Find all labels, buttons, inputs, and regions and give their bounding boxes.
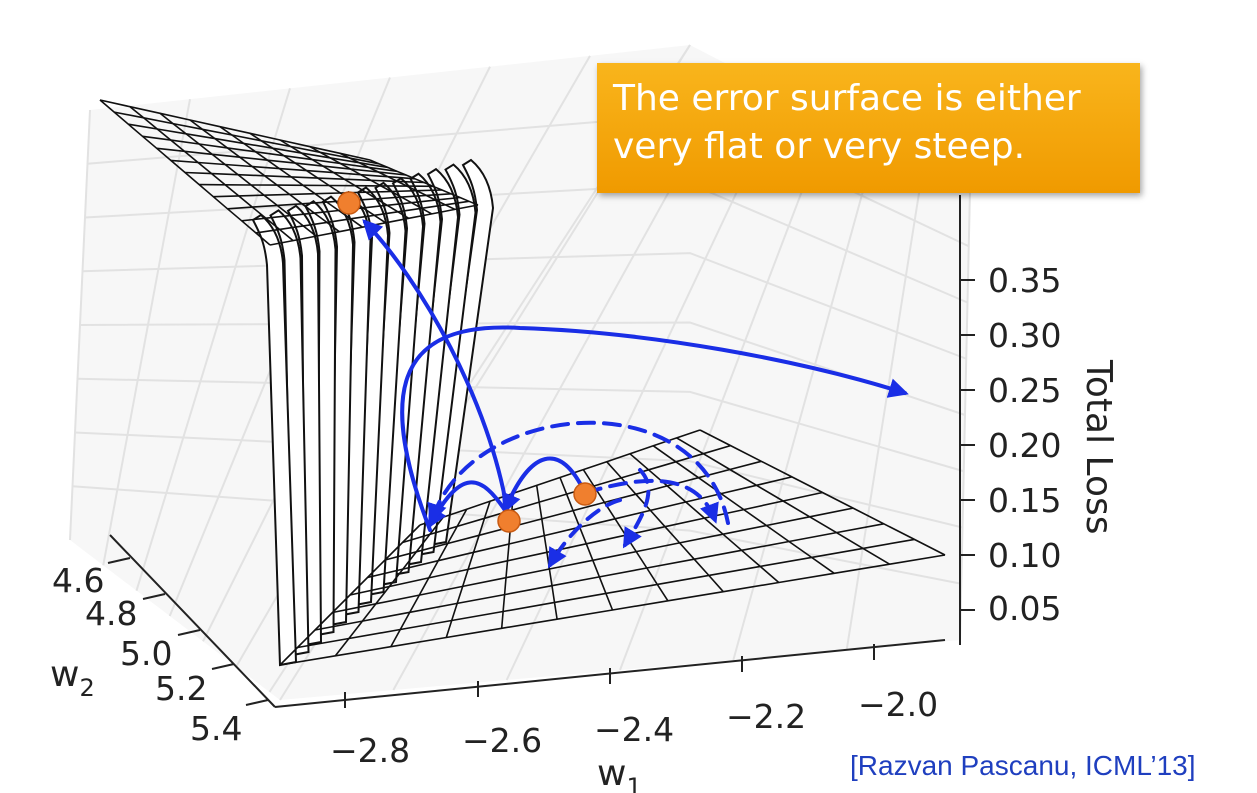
mesh-line (170, 159, 416, 180)
mesh-line (349, 491, 823, 596)
callout-line-2: very flat or very steep. (613, 126, 1026, 167)
grid-line (135, 88, 291, 591)
y-tick-label: 5.0 (120, 634, 172, 673)
y-tick-label: 4.6 (52, 561, 104, 600)
cliff-wall (304, 200, 337, 637)
mesh-line (199, 183, 434, 188)
mesh-line (184, 171, 425, 184)
z-tick-label: 0.20 (988, 426, 1061, 465)
y-tick (245, 699, 269, 706)
grid-line (102, 98, 191, 566)
callout-box: The error surface is either very flat or… (597, 63, 1140, 193)
z-tick-label: 0.30 (988, 316, 1061, 355)
arrow-dashed-low (548, 498, 622, 569)
point-bottom-right (573, 482, 597, 506)
y-tick (107, 557, 131, 564)
y-tick-labels: 4.6 4.8 5.0 5.2 5.4 (52, 561, 242, 748)
y-axis-label: w2 (50, 654, 95, 702)
z-tick-label: 0.10 (988, 536, 1061, 575)
z-tick-label: 0.05 (988, 589, 1061, 628)
arrow-dashed-right (583, 478, 719, 524)
trajectory-arrows (362, 219, 909, 569)
mesh-line (419, 429, 701, 526)
bottom-surface-mesh (279, 429, 946, 666)
x-tick-label: −2.8 (330, 731, 410, 770)
x-tick-labels: −2.8 −2.6 −2.4 −2.2 −2.0 (330, 685, 938, 770)
grid-line (732, 141, 878, 661)
mesh-line (156, 147, 407, 176)
grid-line (619, 117, 831, 671)
callout-line-1: The error surface is either (613, 78, 1081, 119)
mesh-line (279, 554, 946, 666)
z-tick-label: 0.15 (988, 481, 1061, 520)
y-tick-label: 5.4 (190, 709, 242, 748)
mesh-line (402, 444, 731, 544)
arrow-dashed-mid (622, 468, 651, 549)
z-tick-label: 0.35 (988, 261, 1061, 300)
mesh-line (297, 538, 915, 649)
point-top (337, 191, 361, 215)
mesh-line (128, 123, 389, 169)
y-tick (177, 629, 201, 636)
y-tick-label: 5.2 (155, 669, 207, 708)
point-bottom-left (497, 509, 521, 533)
points (337, 191, 597, 533)
arrow-overshoot (400, 325, 909, 532)
mesh-line (99, 99, 371, 161)
y-tick (211, 663, 235, 670)
mesh-line (114, 111, 380, 165)
arrow-up-cliff (362, 219, 510, 517)
citation: [Razvan Pascanu, ICML’13] (850, 750, 1196, 781)
axis-ticks (107, 279, 975, 708)
mesh-line (142, 135, 398, 173)
x-tick-label: −2.6 (462, 721, 542, 760)
x-tick-label: −2.2 (726, 697, 806, 736)
mesh-line (213, 189, 443, 198)
z-tick-labels: 0.35 0.30 0.25 0.20 0.15 0.10 0.05 (988, 261, 1061, 628)
z-tick-label: 0.25 (988, 371, 1061, 410)
x-axis-label: w1 (597, 753, 642, 793)
mesh-line (384, 460, 762, 561)
cliff-walls (251, 158, 495, 667)
z-axis-label: Total Loss (1078, 359, 1119, 534)
y-tick (142, 593, 166, 600)
arrow-dashed-back (427, 420, 730, 525)
arrow-hop-right (501, 456, 587, 514)
x-tick-label: −2.4 (594, 710, 674, 749)
x-tick-label: −2.0 (858, 685, 938, 724)
mesh-line (314, 523, 884, 631)
mesh-line (332, 507, 854, 614)
y-tick-label: 4.8 (85, 594, 137, 633)
mesh-line (255, 200, 470, 234)
